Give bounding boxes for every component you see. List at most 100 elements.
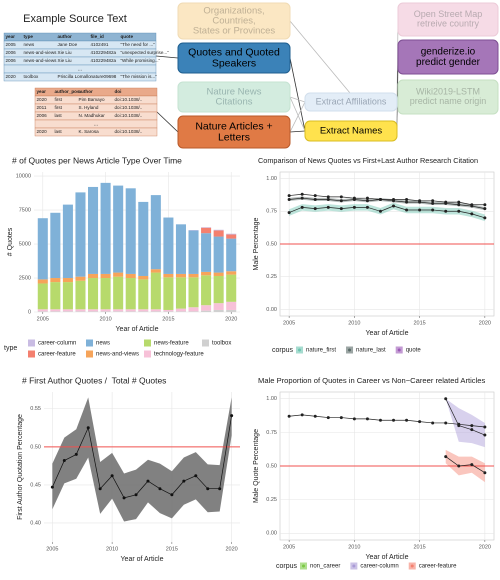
box-label: Citations [216, 97, 253, 108]
data-point [194, 474, 197, 477]
y-tick-label: 0.55 [30, 406, 41, 412]
bar-segment [38, 283, 48, 309]
bar-segment [176, 274, 186, 277]
bar-segment [126, 278, 136, 309]
x-tick-label: 2005 [37, 316, 49, 322]
legend-key-dot [348, 349, 351, 352]
data-point [431, 202, 434, 205]
x-tick-label: 2020 [479, 320, 491, 326]
data-point [288, 415, 291, 418]
data-point [353, 206, 356, 209]
x-tick-label: 2005 [283, 320, 295, 326]
legend-label: news-and-views [96, 352, 139, 358]
legend-key [28, 340, 35, 347]
box-label: Letters [218, 131, 250, 143]
data-point [340, 199, 343, 202]
x-tick-label: 2010 [99, 316, 111, 322]
data-point [301, 193, 304, 196]
legend-label: news [96, 341, 110, 347]
chart-title: Male Proportion of Quotes in Career vs N… [258, 376, 485, 385]
bar-segment [201, 233, 211, 272]
connector [290, 97, 305, 131]
bar-segment [214, 303, 224, 310]
data-point [366, 417, 369, 420]
legend-title: corpus [276, 563, 298, 570]
data-point [111, 474, 114, 477]
data-point [327, 206, 330, 209]
bar-segment [189, 277, 199, 307]
data-point [392, 198, 395, 201]
table-cell: 2020 [37, 129, 48, 134]
legend-key-dot [302, 565, 305, 568]
bar-segment [63, 205, 73, 278]
data-point [340, 207, 343, 210]
data-point [314, 207, 317, 210]
bar-segment [138, 276, 148, 279]
x-axis-label: Year of Article [121, 556, 164, 563]
bar-segment [101, 309, 111, 311]
data-point [379, 419, 382, 422]
chart-title: Comparison of News Quotes vs First+Last … [258, 156, 478, 165]
table-cell: doi:10.1038/.. [115, 97, 143, 102]
bar-segment [38, 218, 48, 279]
legend-label: career-column [38, 341, 76, 347]
bar-segment [163, 311, 173, 312]
table-cell: Priscilla Lomallo [58, 74, 92, 79]
box-label: predict name origin [410, 96, 487, 106]
legend-key [28, 351, 35, 358]
table-ellipsis: ... [94, 121, 98, 127]
table-header: type [24, 34, 34, 39]
bar-segment [101, 274, 111, 278]
bar-segment [113, 311, 123, 312]
bar-segment [38, 309, 48, 311]
x-tick-label: 2010 [348, 320, 360, 326]
connector [290, 58, 305, 131]
bar-segment [226, 271, 236, 274]
data-point [483, 425, 486, 428]
data-point [392, 419, 395, 422]
bar-segment [226, 302, 236, 310]
data-point [457, 210, 460, 213]
bar-segment [163, 274, 173, 277]
table-cell: Pim Bamayo [79, 97, 105, 102]
table-cell: K. Sarosa [79, 129, 100, 134]
bar-segment [176, 311, 186, 312]
bar-segment [138, 202, 148, 276]
table-cell: first [55, 97, 63, 102]
bar-segment [151, 311, 161, 312]
x-tick-label: 2020 [479, 544, 491, 550]
y-tick-label: 1.00 [266, 176, 277, 182]
data-point [327, 198, 330, 201]
table-cell: last [55, 129, 63, 134]
legend-label: quote [406, 348, 422, 354]
data-point [301, 197, 304, 200]
table-header: author [58, 34, 73, 39]
x-tick-label: 2020 [225, 316, 237, 322]
chart-title: # First Author Quotes / Total # Quotes [22, 375, 166, 385]
data-point [340, 195, 343, 198]
y-tick-label: 7500 [19, 208, 31, 214]
bar-segment [63, 311, 73, 312]
y-tick-label: 0.40 [30, 520, 41, 526]
bar-segment [189, 230, 199, 273]
x-tick-label: 2015 [413, 320, 425, 326]
bar-segment [151, 273, 161, 310]
table-cell: news-and-views [24, 58, 58, 63]
table-row [35, 88, 157, 96]
data-point [301, 413, 304, 416]
table-cell: “The need for ...” [121, 42, 156, 47]
bar-segment [63, 278, 73, 282]
table-header: author [79, 89, 94, 94]
y-tick-label: 0.45 [30, 482, 41, 488]
box-label: Extract Names [320, 126, 383, 137]
data-point [444, 201, 447, 204]
table-cell: “While promising...” [121, 58, 161, 63]
table-cell: 2006 [6, 50, 17, 55]
legend-key [144, 351, 151, 358]
legend-key [144, 340, 151, 347]
bar-segment [75, 277, 85, 281]
box-label: Extract Affiliations [316, 96, 387, 106]
data-point [444, 210, 447, 213]
legend-title: corpus [272, 347, 294, 354]
